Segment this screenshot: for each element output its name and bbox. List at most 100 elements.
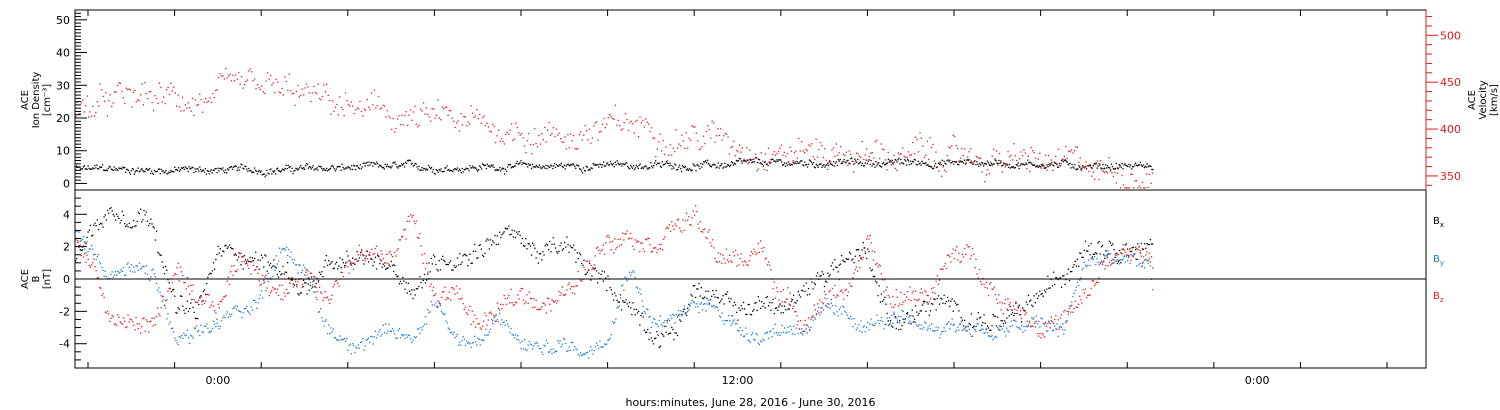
density-axis-title-line: [cm⁻³]: [42, 84, 53, 116]
velocity-point: [665, 146, 667, 148]
density-point: [374, 163, 376, 165]
bz-point: [657, 248, 659, 251]
velocity-point: [331, 100, 334, 102]
by-point: [259, 294, 261, 296]
by-point: [964, 327, 966, 329]
bz-point: [605, 242, 607, 244]
density-point: [1048, 163, 1050, 166]
by-point: [427, 309, 429, 311]
by-point: [279, 247, 281, 249]
bz-point: [1003, 302, 1006, 305]
velocity-point: [806, 150, 809, 152]
bz-point: [625, 233, 627, 235]
density-point: [733, 162, 736, 164]
density-point: [1099, 164, 1101, 166]
b-tick-label: -4: [59, 338, 70, 351]
velocity-point: [684, 147, 686, 150]
by-point: [768, 337, 770, 340]
by-point: [1017, 327, 1019, 329]
density-point: [924, 163, 926, 165]
bx-point: [528, 243, 530, 245]
density-point: [196, 168, 198, 170]
density-point: [653, 165, 655, 167]
bz-point: [1088, 294, 1090, 296]
density-point: [834, 162, 837, 164]
bz-point: [207, 293, 209, 295]
bx-point: [742, 301, 745, 304]
bz-point: [337, 282, 339, 284]
bx-point: [885, 303, 887, 305]
density-point: [1147, 166, 1149, 168]
density-point: [116, 169, 118, 171]
density-point: [907, 159, 909, 161]
bx-point: [929, 310, 932, 312]
velocity-point: [925, 154, 927, 156]
bz-point: [238, 252, 240, 254]
by-point: [733, 319, 736, 321]
by-point: [353, 344, 355, 347]
density-point: [929, 165, 931, 167]
by-point: [579, 352, 582, 354]
by-point: [174, 337, 176, 340]
density-point: [917, 160, 919, 162]
density-point: [409, 160, 411, 162]
bz-point: [542, 302, 544, 304]
bz-point: [336, 280, 338, 282]
bz-point: [867, 235, 869, 237]
velocity-point: [1062, 158, 1064, 160]
bz-point: [573, 286, 575, 288]
by-point: [375, 337, 378, 339]
density-point: [166, 173, 168, 175]
bz-point: [1033, 322, 1035, 325]
density-point: [190, 167, 192, 170]
velocity-point: [952, 134, 954, 136]
bz-point: [484, 312, 486, 314]
bx-point: [258, 268, 260, 270]
density-point: [255, 170, 258, 172]
bx-point: [1129, 248, 1131, 250]
bz-point: [982, 277, 984, 280]
density-point: [403, 162, 405, 165]
bx-point: [993, 315, 995, 317]
density-point: [997, 162, 999, 165]
density-point: [596, 164, 598, 166]
by-point: [630, 274, 632, 276]
density-point: [951, 161, 953, 163]
bz-point: [533, 298, 535, 300]
density-point: [930, 166, 932, 168]
density-point: [847, 159, 849, 162]
bz-point: [590, 264, 592, 266]
density-point: [586, 166, 588, 168]
bx-point: [310, 276, 313, 278]
density-point: [522, 162, 524, 164]
b-tick-label: 4: [63, 208, 70, 221]
bz-point: [373, 252, 375, 255]
by-point: [807, 326, 810, 328]
velocity-point: [425, 107, 427, 109]
density-point: [327, 170, 329, 172]
velocity-point: [287, 89, 289, 91]
by-point: [1064, 329, 1066, 331]
velocity-point: [775, 154, 777, 156]
velocity-point: [1151, 172, 1154, 174]
bx-point: [1081, 256, 1083, 258]
density-point: [370, 162, 372, 164]
by-point: [915, 322, 917, 324]
bx-point: [812, 288, 814, 290]
by-point: [864, 331, 867, 333]
bz-point: [722, 254, 724, 256]
bx-point: [771, 302, 773, 304]
bz-point: [1111, 260, 1113, 262]
by-point: [619, 297, 622, 299]
density-point: [644, 165, 646, 167]
density-point: [100, 166, 102, 169]
bx-point: [731, 315, 733, 317]
by-point: [1113, 258, 1115, 261]
bx-point: [1060, 286, 1063, 288]
density-point: [534, 166, 537, 168]
velocity-point: [646, 121, 648, 123]
velocity-point: [86, 95, 88, 97]
by-point: [1103, 261, 1105, 263]
velocity-point: [688, 137, 690, 139]
bx-point: [577, 257, 579, 260]
